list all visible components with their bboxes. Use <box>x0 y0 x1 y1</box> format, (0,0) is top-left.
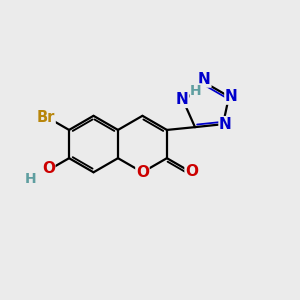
Text: O: O <box>185 164 198 179</box>
Text: N: N <box>176 92 188 107</box>
Text: N: N <box>225 89 238 104</box>
Text: N: N <box>219 117 232 132</box>
Text: Br: Br <box>37 110 55 125</box>
Text: N: N <box>198 72 211 87</box>
Text: H: H <box>25 172 36 186</box>
Text: O: O <box>42 161 55 176</box>
Text: H: H <box>190 84 202 98</box>
Text: O: O <box>136 165 149 180</box>
